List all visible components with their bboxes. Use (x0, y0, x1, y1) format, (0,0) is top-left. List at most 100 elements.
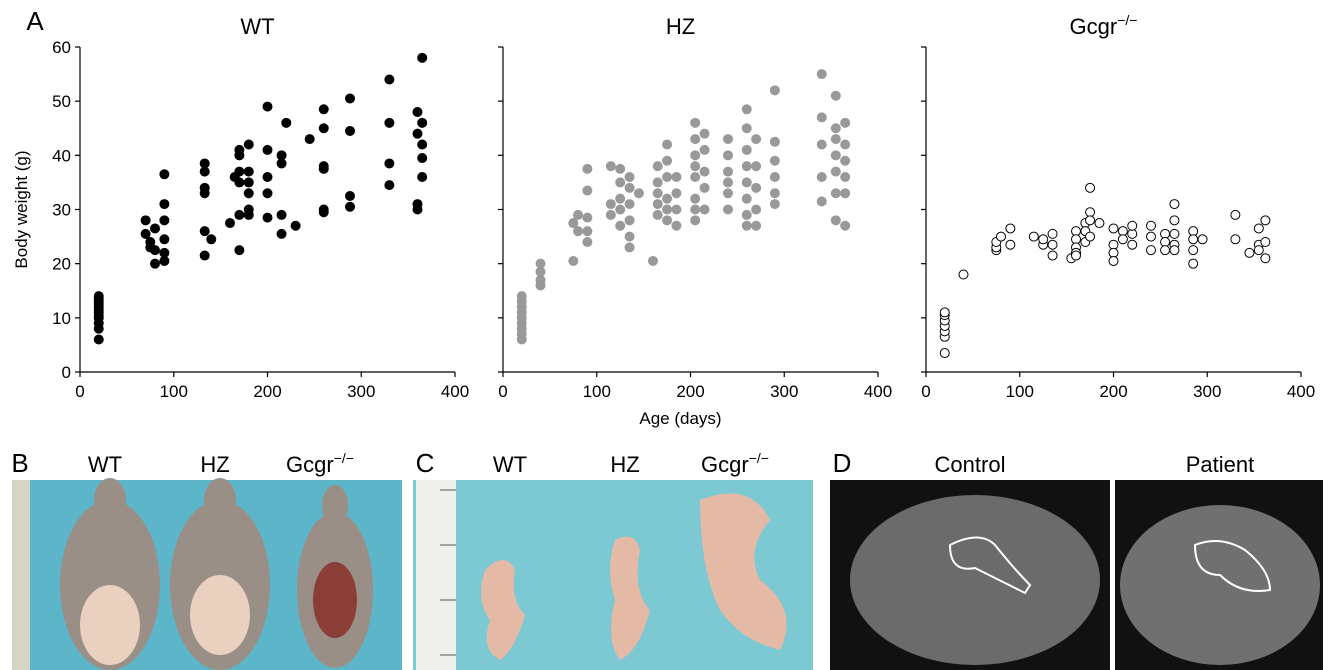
point (412, 128, 423, 139)
point (159, 199, 170, 210)
label-superscript: −/− (1117, 12, 1137, 28)
point (159, 169, 170, 180)
label-superscript: −/− (334, 450, 354, 466)
point (816, 69, 827, 80)
point (345, 201, 355, 212)
point (840, 139, 851, 150)
point (652, 177, 663, 188)
point (93, 291, 104, 302)
point (652, 209, 663, 220)
point (816, 172, 827, 182)
point (769, 136, 780, 147)
point (568, 255, 579, 266)
x-tick-label: 300 (347, 382, 375, 401)
x-tick-label: 100 (583, 382, 611, 401)
point (318, 163, 329, 174)
point (751, 161, 762, 172)
point (281, 117, 292, 128)
point (345, 125, 355, 136)
y-tick-label: 50 (52, 92, 71, 111)
point (751, 182, 762, 193)
point (816, 139, 827, 150)
label: HZ (666, 14, 695, 39)
point (1160, 245, 1171, 256)
label: Gcgr−/− (286, 450, 354, 477)
point (741, 193, 752, 204)
point (1197, 234, 1208, 245)
label-text: Gcgr (701, 452, 749, 477)
panel-letter: C (416, 448, 435, 478)
point (751, 204, 762, 215)
point (662, 172, 673, 182)
point (582, 212, 593, 223)
point (840, 188, 851, 199)
point (723, 188, 733, 199)
photo-mri (830, 480, 1323, 670)
point (615, 204, 626, 215)
point (290, 220, 301, 231)
point (199, 250, 210, 261)
point (652, 161, 663, 172)
panel-letter: B (11, 448, 28, 478)
point (723, 204, 733, 215)
point (1005, 239, 1016, 250)
label-superscript: −/− (749, 450, 769, 466)
x-tick-label: 400 (1287, 382, 1315, 401)
point (345, 93, 355, 104)
point (159, 255, 170, 266)
point (150, 223, 160, 234)
point (1117, 234, 1128, 245)
point (671, 220, 682, 231)
point (840, 117, 851, 128)
label-text: Gcgr (286, 452, 334, 477)
point (1047, 239, 1058, 250)
point (243, 177, 254, 188)
point (830, 134, 841, 145)
x-axis-label: Age (days) (639, 409, 721, 428)
point (624, 242, 635, 253)
point (582, 185, 593, 196)
point (582, 163, 593, 174)
x-tick-label: 200 (676, 382, 704, 401)
point (751, 220, 762, 231)
point (582, 226, 593, 237)
point (417, 172, 428, 182)
point (206, 234, 217, 245)
point (262, 172, 273, 182)
point (830, 215, 841, 226)
point (318, 207, 329, 218)
point (568, 218, 579, 229)
label-text: WT (240, 14, 274, 39)
point (662, 204, 673, 215)
x-tick-label: 300 (1193, 382, 1221, 401)
point (840, 220, 851, 231)
point (225, 218, 235, 229)
point (751, 134, 762, 145)
point (741, 177, 752, 188)
point (605, 199, 616, 210)
point (615, 220, 626, 231)
point (624, 182, 635, 193)
label-text: WT (88, 452, 122, 477)
label-text: HZ (666, 14, 695, 39)
point (318, 123, 329, 134)
point (150, 258, 160, 269)
point (830, 150, 841, 161)
point (690, 193, 701, 204)
point (384, 158, 395, 169)
point (741, 161, 752, 172)
label-text: WT (493, 452, 527, 477)
label-text: Control (935, 452, 1006, 477)
point (624, 215, 635, 226)
point (996, 231, 1006, 242)
point (939, 307, 950, 318)
point (276, 158, 287, 169)
point (234, 245, 245, 256)
point (417, 139, 428, 150)
y-tick-label: 40 (52, 146, 71, 165)
point (234, 209, 245, 220)
point (1253, 245, 1264, 256)
point (234, 150, 245, 161)
label: Control (935, 452, 1006, 477)
point (741, 123, 752, 134)
